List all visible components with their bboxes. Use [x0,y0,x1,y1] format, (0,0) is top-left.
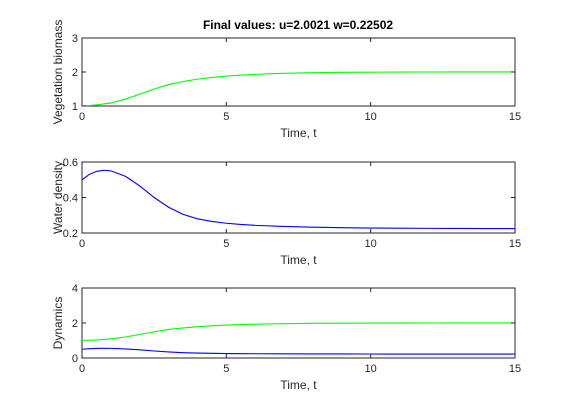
dynamics-x-tick-label: 0 [79,363,85,375]
vegetation-x-tick-label: 5 [223,111,229,123]
water-series-line-0 [82,169,515,230]
dynamics-series-line-1 [82,347,515,355]
water-y-axis-label: Water density [51,161,65,234]
dynamics-series-line-0 [82,322,515,342]
water-y-tick-label: 0.2 [63,228,78,240]
water-plot-area [81,161,516,234]
dynamics-y-tick-label: 0 [72,353,78,365]
vegetation-series-line-0 [82,71,515,106]
dynamics-x-tick-label: 15 [509,363,521,375]
dynamics-y-tick-label: 2 [72,318,78,330]
dynamics-y-tick-label: 4 [72,283,78,295]
water-density-panel: 0 5 10 15 0.2 0.4 0.6 Time, t Water density [51,157,521,267]
water-y-tick-label: 0.4 [63,193,78,205]
water-x-axis-label: Time, t [280,253,317,267]
dynamics-panel: 0 5 10 15 0 2 4 Time, t Dynamics [51,283,521,392]
vegetation-y-tick-label: 2 [72,67,78,79]
vegetation-x-axis-label: Time, t [280,126,317,140]
dynamics-x-tick-label: 10 [365,363,377,375]
dynamics-x-tick-label: 5 [223,363,229,375]
vegetation-x-tick-label: 15 [509,111,521,123]
dynamics-x-axis-label: Time, t [280,378,317,392]
vegetation-x-tick-label: 0 [79,111,85,123]
vegetation-x-tick-label: 10 [365,111,377,123]
figure-title: Final values: u=2.0021 w=0.22502 [203,18,393,32]
water-x-tick-label: 5 [223,238,229,250]
vegetation-y-tick-label: 1 [72,101,78,113]
water-x-tick-label: 0 [79,238,85,250]
vegetation-y-tick-label: 3 [72,33,78,45]
water-x-tick-label: 15 [509,238,521,250]
vegetation-biomass-panel: 0 5 10 15 1 2 3 Time, t Vegetation biomass [51,20,521,140]
dynamics-y-axis-label: Dynamics [51,297,65,350]
water-y-tick-label: 0.6 [63,157,78,169]
vegetation-y-axis-label: Vegetation biomass [51,20,65,125]
water-x-tick-label: 10 [365,238,377,250]
